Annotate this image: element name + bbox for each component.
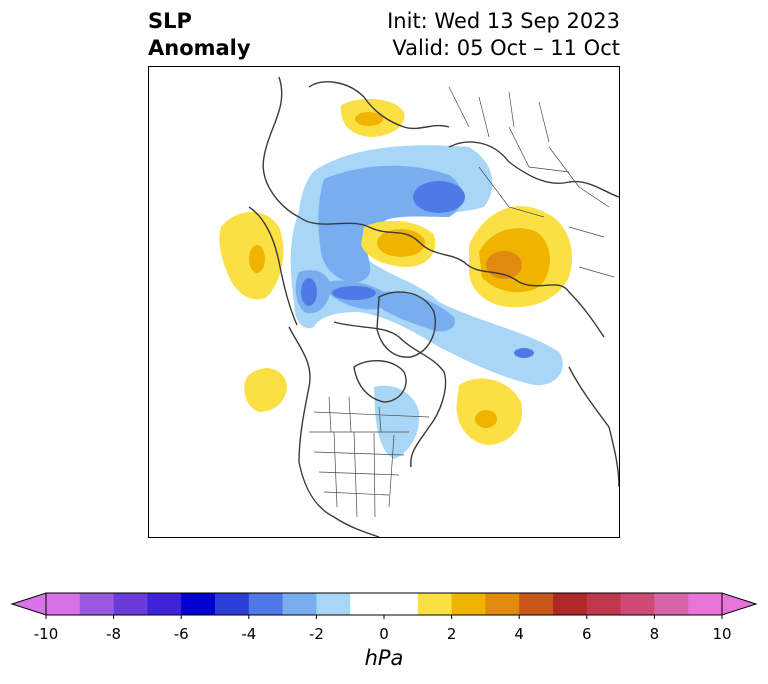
map-canvas (219, 76, 619, 537)
positive-anomaly-bering-core (249, 245, 265, 273)
colorbar-swatch (553, 593, 588, 615)
map-subtitle: Init: Wed 13 Sep 2023 Valid: 05 Oct – 11… (387, 8, 620, 62)
coastlines (248, 76, 619, 537)
colorbar-tick-label: 10 (712, 625, 732, 643)
colorbar-swatch (248, 593, 284, 615)
colorbar-tick-label: -8 (106, 625, 122, 643)
colorbar-swatch (451, 593, 486, 615)
colorbar-swatch (282, 593, 317, 615)
colorbar-tick-label: 4 (514, 625, 524, 643)
coastline-canada (333, 321, 447, 468)
coastline-scandinavia (308, 81, 450, 130)
coastline-greenland (376, 291, 436, 358)
colorbar-extend-high (721, 592, 758, 616)
colorbar-tick-label: 8 (649, 625, 660, 643)
colorbar-extend-low (10, 592, 47, 616)
negative-anomaly-core-siberia (413, 181, 465, 213)
colorbar-swatch (586, 593, 622, 615)
colorbar-swatch (316, 593, 351, 615)
colorbar-ticks (45, 615, 723, 619)
coastline-africa-edge (568, 366, 619, 488)
border-us-states (309, 431, 409, 518)
colorbar-tick-label: 6 (582, 625, 592, 643)
anomaly-map (148, 66, 620, 538)
colorbar-tick-label: -6 (173, 625, 189, 643)
init-date: Init: Wed 13 Sep 2023 (387, 9, 620, 33)
coastline-north-america (288, 326, 380, 537)
colorbar (10, 592, 758, 619)
coastline-europe (448, 141, 619, 198)
title-anomaly: Anomaly (148, 36, 251, 60)
colorbar-swatch (147, 593, 182, 615)
colorbar-swatch (46, 593, 81, 615)
positive-anomaly-fields (219, 98, 572, 445)
positive-anomaly-scandinavia-core (355, 112, 383, 126)
colorbar-swatch (417, 593, 453, 615)
positive-anomaly-atlantic-core (475, 410, 497, 428)
political-borders (309, 86, 615, 518)
colorbar-tick-label: -10 (33, 625, 59, 643)
border-russia (478, 126, 615, 278)
colorbar-tick-label: 2 (446, 625, 457, 643)
colorbar-swatches (46, 593, 723, 615)
negative-anomaly-core-atlantic (514, 348, 534, 358)
colorbar-swatch (485, 593, 520, 615)
coastline-eurasia (262, 76, 605, 338)
coastline-hudson-bay (353, 360, 407, 403)
colorbar-swatch (113, 593, 148, 615)
colorbar-swatch (181, 593, 216, 615)
positive-anomaly-kara-core (377, 229, 425, 257)
positive-anomaly-siberia-core (486, 251, 522, 279)
title-variable: SLP (148, 9, 192, 33)
colorbar-tick-label: -4 (241, 625, 257, 643)
negative-anomaly-fields (290, 145, 563, 459)
colorbar-swatch (654, 593, 689, 615)
coastline-alaska (248, 206, 298, 326)
valid-period: Valid: 05 Oct – 11 Oct (392, 36, 620, 60)
negative-anomaly-core-arctic (332, 286, 376, 300)
colorbar-unit-label: hPa (364, 646, 404, 670)
colorbar-tick-label: 0 (379, 625, 389, 643)
colorbar-swatch (350, 593, 385, 615)
colorbar-swatch (688, 593, 723, 615)
colorbar-swatch (215, 593, 250, 615)
border-canada (313, 396, 430, 433)
positive-anomaly-pacific (244, 368, 287, 412)
negative-anomaly-core-greenland (301, 278, 317, 306)
colorbar-swatch (519, 593, 554, 615)
colorbar-swatch (79, 593, 115, 615)
map-title: SLP Anomaly (148, 8, 251, 62)
colorbar-tick-label: -2 (308, 625, 324, 643)
negative-anomaly-hudson (374, 385, 420, 459)
colorbar-swatch (384, 593, 419, 615)
colorbar-swatch (620, 593, 655, 615)
border-europe (448, 86, 550, 143)
